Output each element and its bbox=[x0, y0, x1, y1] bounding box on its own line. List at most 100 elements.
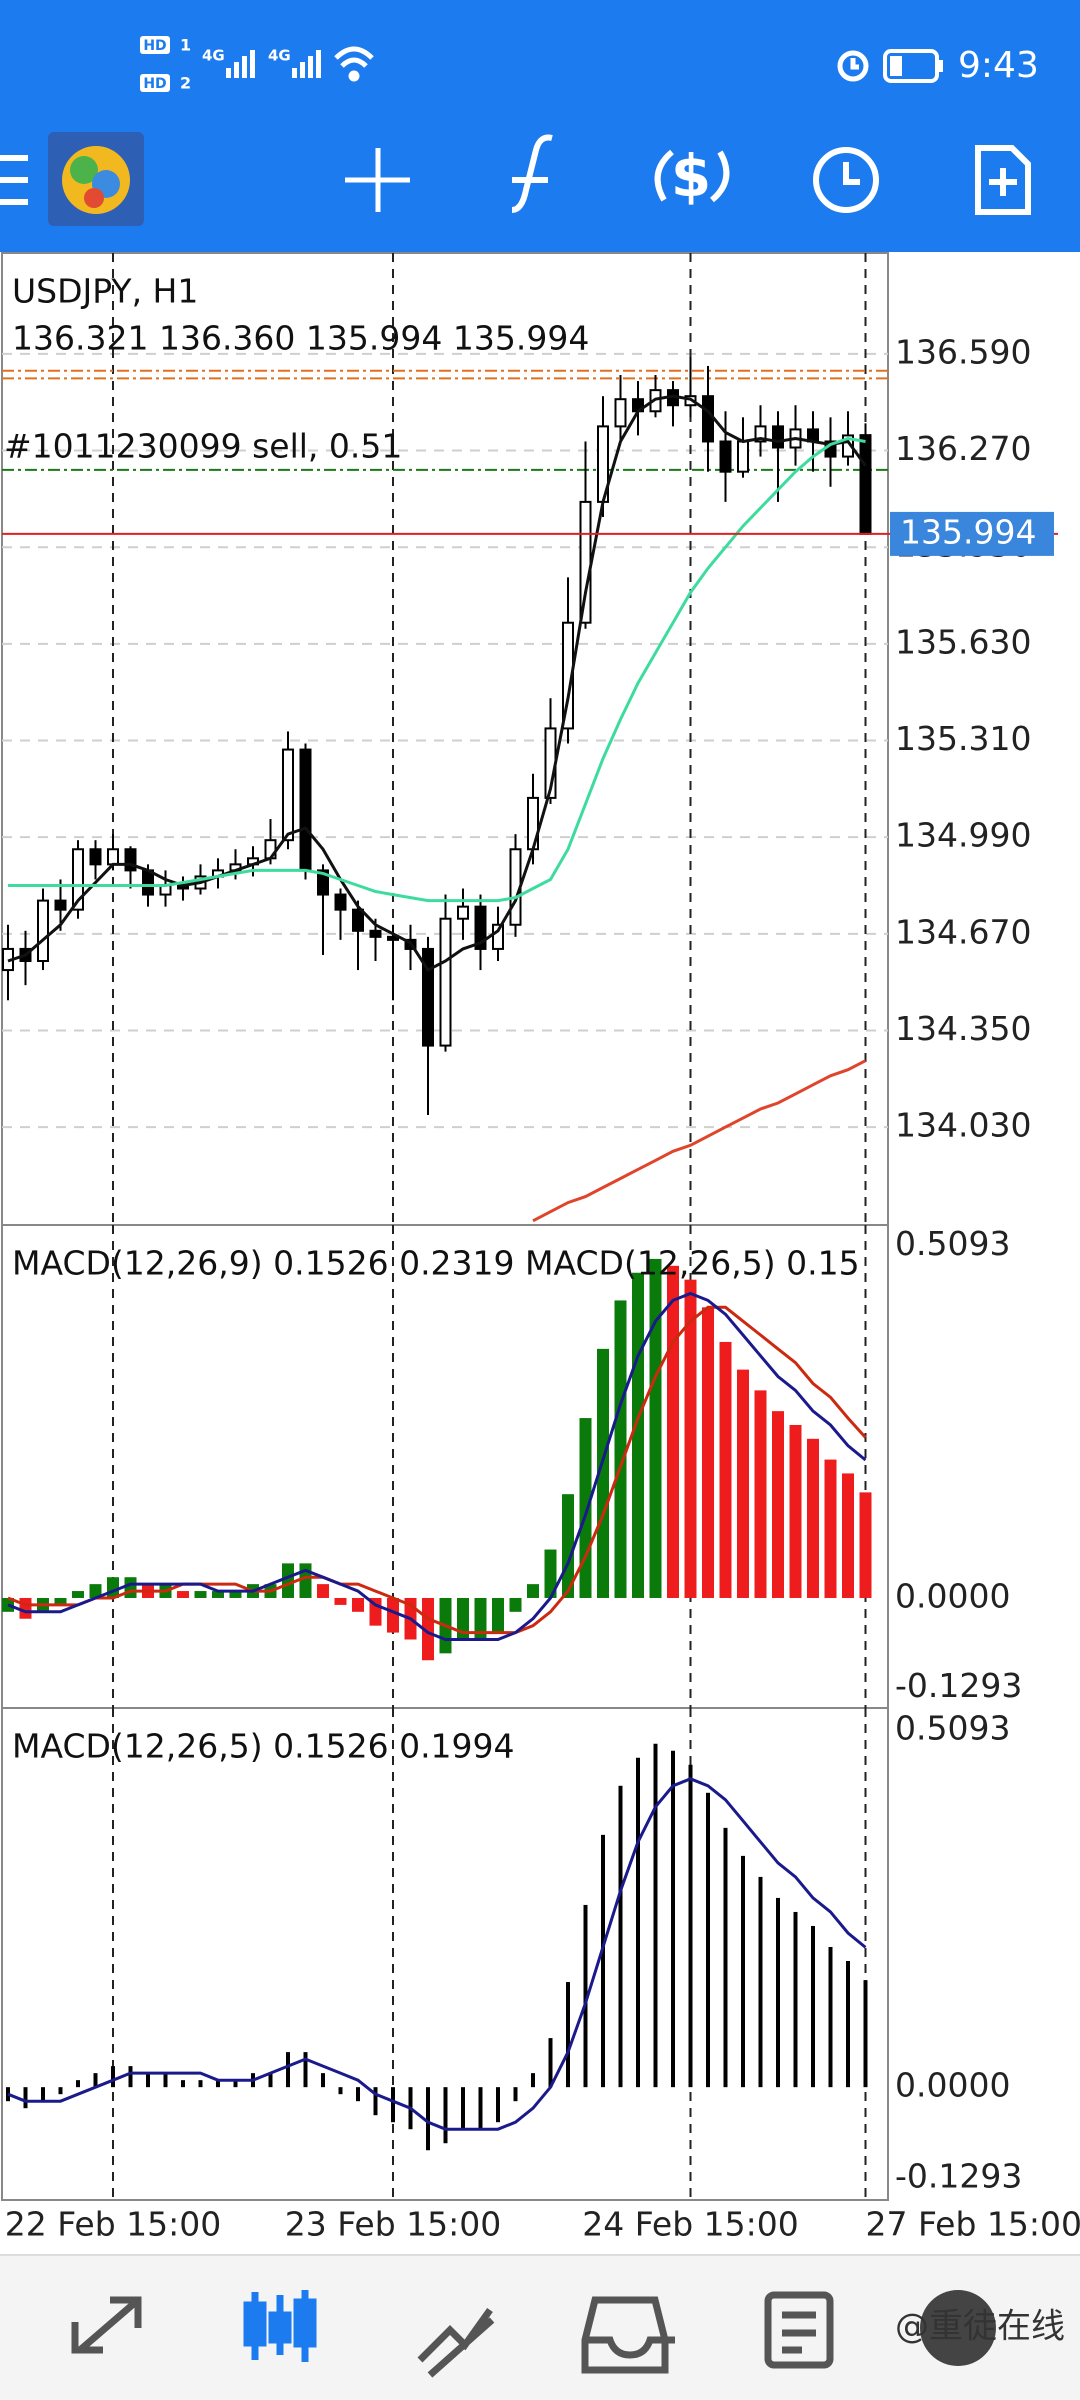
histogram-bar bbox=[177, 1591, 189, 1598]
histogram-bar bbox=[863, 1980, 868, 2088]
avatar[interactable] bbox=[920, 2290, 996, 2366]
y-tick-label: 134.990 bbox=[895, 816, 1031, 855]
candle-body bbox=[282, 748, 294, 842]
trade-tab[interactable] bbox=[417, 2307, 495, 2378]
quotes-tab[interactable] bbox=[71, 2296, 142, 2354]
histogram-bar bbox=[758, 1876, 763, 2088]
histogram-bar bbox=[776, 1897, 780, 2088]
candle-body bbox=[439, 917, 452, 1047]
histogram-bar bbox=[303, 2052, 308, 2088]
histogram-bar bbox=[719, 1341, 732, 1598]
candle-body bbox=[422, 947, 434, 1047]
chart-title: MACD(12,26,9) 0.1526 0.2319 MACD(12,26,5… bbox=[12, 1244, 860, 1283]
histogram-bar bbox=[422, 1597, 434, 1661]
histogram-bar bbox=[548, 2038, 553, 2088]
histogram-bar bbox=[229, 1591, 242, 1598]
histogram-bar bbox=[457, 1597, 469, 1640]
crosshair-button[interactable] bbox=[345, 148, 410, 212]
histogram-bar bbox=[496, 2087, 500, 2123]
y-tick-label: 136.590 bbox=[895, 332, 1031, 371]
histogram-bar bbox=[124, 1577, 137, 1598]
indicator-line bbox=[8, 436, 866, 903]
histogram-bar bbox=[566, 1982, 570, 2088]
news-tab[interactable] bbox=[764, 2291, 834, 2369]
histogram-bar bbox=[6, 2087, 10, 2102]
svg-text:$: $ bbox=[671, 142, 711, 210]
histogram-bar bbox=[846, 1961, 850, 2088]
histogram-bar bbox=[426, 2087, 430, 2151]
chart-title: MACD(12,26,5) 0.1526 0.1994 bbox=[12, 1727, 515, 1766]
candle-body bbox=[719, 440, 732, 473]
bottom-nav bbox=[0, 2255, 1080, 2400]
histogram-bar bbox=[614, 1300, 627, 1598]
new-order-button[interactable] bbox=[975, 145, 1031, 215]
alarm-icon bbox=[837, 50, 869, 82]
candle-body bbox=[492, 923, 504, 950]
histogram-bar bbox=[356, 2087, 360, 2102]
watermark: @重徒在线 bbox=[895, 2307, 1065, 2347]
timeframe-button[interactable] bbox=[813, 147, 879, 213]
histogram-bar bbox=[492, 1597, 504, 1633]
histogram-bar bbox=[636, 1757, 640, 2088]
histogram-bar bbox=[597, 1348, 609, 1598]
histogram-bar bbox=[198, 2080, 203, 2088]
histogram-bar bbox=[824, 1459, 837, 1598]
candle-body bbox=[107, 848, 119, 866]
candle-body bbox=[89, 848, 102, 866]
y-tick-label: 134.670 bbox=[895, 912, 1031, 951]
histogram-bar bbox=[649, 1258, 662, 1598]
chart-tab[interactable] bbox=[243, 2290, 317, 2362]
battery-tip bbox=[939, 60, 943, 72]
histogram-bar bbox=[789, 1424, 802, 1598]
histogram-bar bbox=[859, 1492, 872, 1598]
candle-body bbox=[754, 425, 767, 443]
histogram-bar bbox=[111, 2066, 115, 2088]
network-type: 4G bbox=[268, 47, 291, 65]
candle-body bbox=[54, 899, 67, 911]
histogram-bar bbox=[2, 1597, 14, 1612]
history-tab[interactable] bbox=[581, 2296, 675, 2374]
candle-body bbox=[142, 869, 154, 896]
histogram-bar bbox=[268, 2073, 273, 2088]
y-tick-label: 0.5093 bbox=[895, 1709, 1010, 1748]
histogram-bar bbox=[583, 1904, 588, 2088]
histogram-bar bbox=[684, 1279, 697, 1598]
histogram-bar bbox=[391, 2087, 395, 2123]
app-logo[interactable] bbox=[48, 132, 144, 226]
histogram-bar bbox=[282, 1563, 294, 1598]
histogram-bar bbox=[706, 1792, 710, 2088]
histogram-bar bbox=[461, 2087, 465, 2130]
candle-body bbox=[317, 869, 329, 896]
menu-button[interactable] bbox=[0, 155, 28, 205]
histogram-bar bbox=[286, 2052, 290, 2088]
histogram-bar bbox=[216, 2080, 220, 2088]
candle-body bbox=[352, 908, 364, 932]
status-bar: HD 1 HD 2 4G 4G 9:43 bbox=[140, 36, 1039, 93]
histogram-bar bbox=[76, 2080, 80, 2088]
toolbar: $ bbox=[0, 132, 1031, 226]
nav-icons bbox=[71, 2290, 996, 2378]
sim-badge bbox=[140, 36, 170, 54]
candle-body bbox=[37, 899, 49, 963]
histogram-bar bbox=[513, 2087, 518, 2102]
x-tick-label: 22 Feb 15:00 bbox=[5, 2205, 222, 2244]
trade-button[interactable]: $ bbox=[654, 142, 730, 210]
indicators-button[interactable] bbox=[511, 134, 553, 213]
battery-level bbox=[890, 56, 902, 76]
candle-body bbox=[387, 935, 399, 941]
histogram-bar bbox=[181, 2080, 185, 2088]
x-tick-label: 23 Feb 15:00 bbox=[285, 2205, 502, 2244]
histogram-bar bbox=[299, 1563, 312, 1598]
candle-body bbox=[457, 905, 469, 920]
histogram-bar bbox=[579, 1418, 592, 1598]
candle-body bbox=[124, 848, 137, 872]
network-type: 4G bbox=[202, 47, 225, 65]
histogram-bar bbox=[19, 1597, 32, 1619]
histogram-bar bbox=[723, 1827, 728, 2088]
candle-body bbox=[369, 929, 382, 938]
sim-badge-text: HD bbox=[143, 76, 166, 92]
histogram-bar bbox=[72, 1591, 84, 1598]
histogram-bar bbox=[163, 2073, 168, 2088]
indicator-line bbox=[532, 1059, 867, 1223]
candle-body bbox=[702, 395, 714, 443]
